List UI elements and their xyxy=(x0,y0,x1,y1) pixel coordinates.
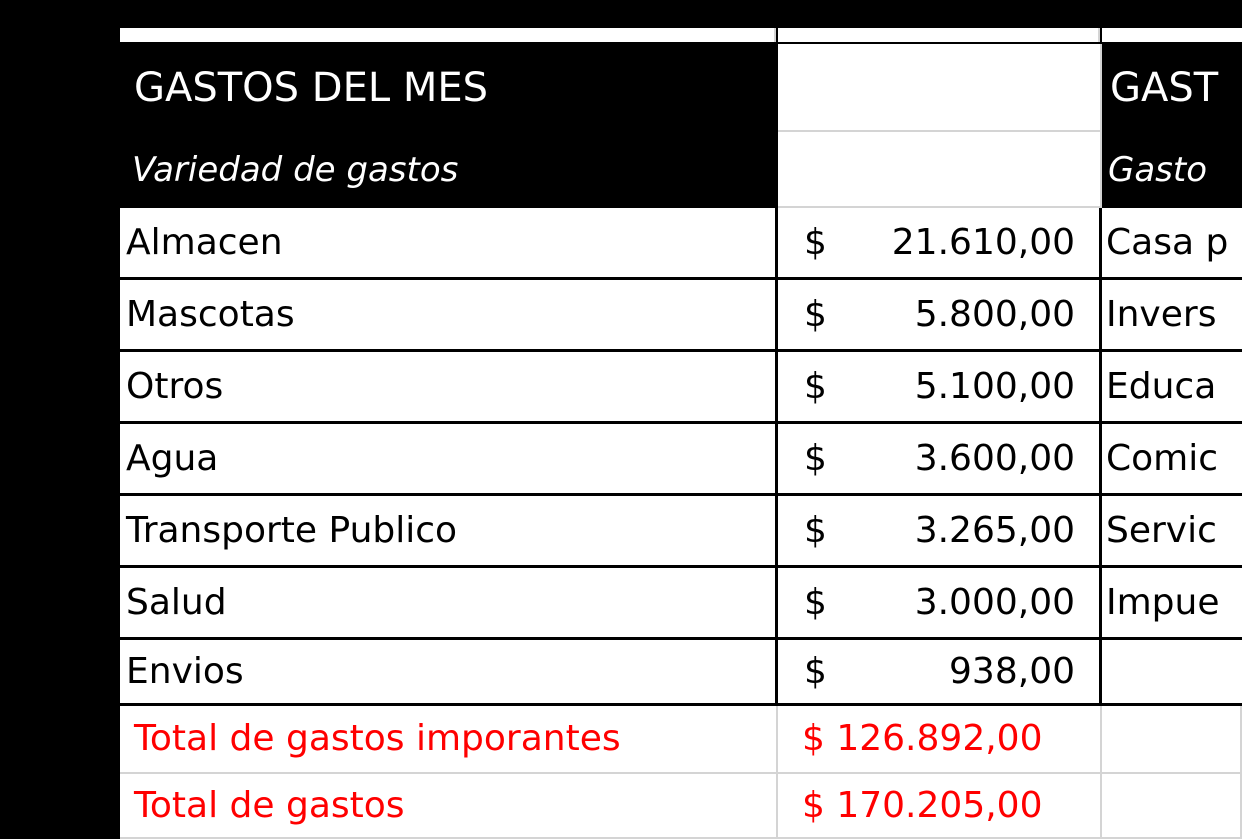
top-row-strip[interactable] xyxy=(120,28,776,42)
empty-cell-c11[interactable] xyxy=(1102,706,1242,774)
total-value[interactable]: $ 170.205,00 xyxy=(778,774,1102,839)
right-row-label[interactable]: Impue xyxy=(1102,568,1242,640)
empty-cell-b3[interactable] xyxy=(778,132,1102,208)
table-row-amount[interactable]: $938,00 xyxy=(778,640,1102,706)
table-row-amount[interactable]: $5.800,00 xyxy=(778,280,1102,352)
table-row-label[interactable]: Agua xyxy=(120,424,778,496)
top-row-strip-b[interactable] xyxy=(778,28,1100,42)
left-subtitle-cell[interactable]: Variedad de gastos xyxy=(120,132,778,208)
table-row-label[interactable]: Envios xyxy=(120,640,778,706)
table-row-label[interactable]: Transporte Publico xyxy=(120,496,778,568)
table-row-amount[interactable]: $3.265,00 xyxy=(778,496,1102,568)
left-subtitle: Variedad de gastos xyxy=(132,150,459,190)
right-empty-cell[interactable] xyxy=(1102,640,1242,706)
table-row-amount[interactable]: $3.000,00 xyxy=(778,568,1102,640)
table-row-label[interactable]: Almacen xyxy=(120,208,778,280)
right-subtitle: Gasto xyxy=(1108,150,1208,190)
right-row-label[interactable]: Comic xyxy=(1102,424,1242,496)
left-title: GASTOS DEL MES xyxy=(134,65,489,111)
right-row-label[interactable]: Invers xyxy=(1102,280,1242,352)
total-label[interactable]: Total de gastos xyxy=(120,774,778,839)
right-row-label[interactable]: Servic xyxy=(1102,496,1242,568)
table-row-label[interactable]: Mascotas xyxy=(120,280,778,352)
top-row-strip-c[interactable] xyxy=(1102,28,1242,42)
total-important-value[interactable]: $ 126.892,00 xyxy=(778,706,1102,774)
table-row-amount[interactable]: $5.100,00 xyxy=(778,352,1102,424)
left-title-cell[interactable]: GASTOS DEL MES xyxy=(120,44,778,132)
table-row-label[interactable]: Salud xyxy=(120,568,778,640)
right-row-label[interactable]: Casa p xyxy=(1102,208,1242,280)
table-row-amount[interactable]: $21.610,00 xyxy=(778,208,1102,280)
right-row-label[interactable]: Educa xyxy=(1102,352,1242,424)
empty-cell-c12[interactable] xyxy=(1102,774,1242,839)
right-subtitle-cell[interactable]: Gasto xyxy=(1102,132,1242,208)
total-important-label[interactable]: Total de gastos imporantes xyxy=(120,706,778,774)
right-title-cell[interactable]: GAST xyxy=(1102,44,1242,132)
empty-cell-b2[interactable] xyxy=(778,44,1102,132)
table-row-amount[interactable]: $3.600,00 xyxy=(778,424,1102,496)
right-title: GAST xyxy=(1110,65,1219,111)
table-row-label[interactable]: Otros xyxy=(120,352,778,424)
